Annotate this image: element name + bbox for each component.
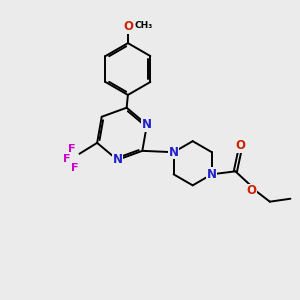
Text: F: F xyxy=(68,144,76,154)
Text: N: N xyxy=(207,168,217,181)
Text: CH₃: CH₃ xyxy=(134,21,153,30)
Text: O: O xyxy=(236,139,245,152)
Text: N: N xyxy=(169,146,178,159)
Text: O: O xyxy=(247,184,257,197)
Text: N: N xyxy=(142,118,152,131)
Text: F: F xyxy=(63,154,70,164)
Text: O: O xyxy=(123,20,133,33)
Text: N: N xyxy=(112,153,122,167)
Text: F: F xyxy=(71,163,79,173)
